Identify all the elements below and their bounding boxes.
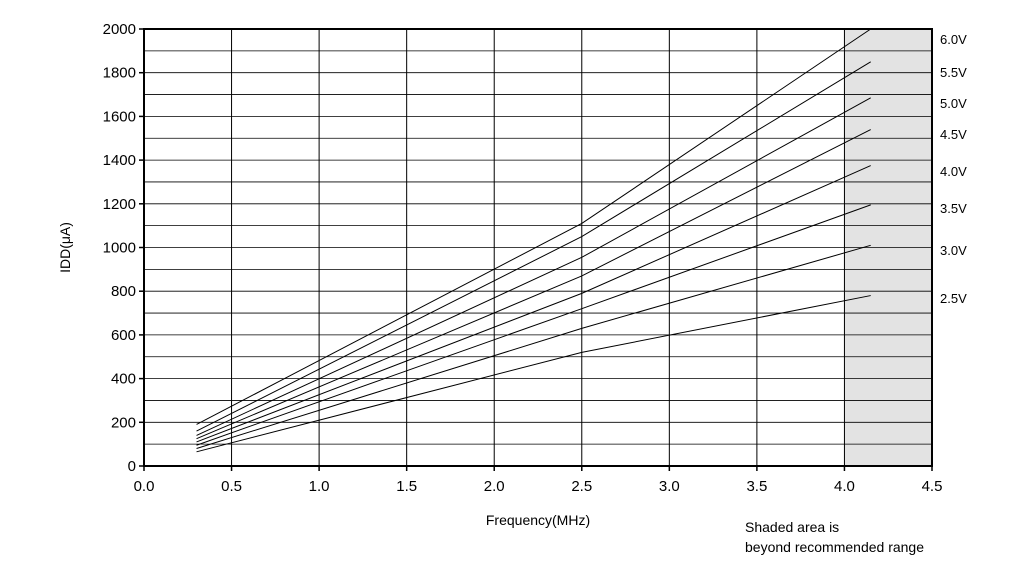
series-line-2-5v [196,295,871,453]
series-label-4-0v: 4.0V [940,164,967,179]
series-line-6-0v [196,28,871,425]
x-tick-label: 2.0 [484,478,505,495]
series-line-4-0v [196,165,871,443]
x-tick-label: 1.5 [396,478,417,495]
series-line-5-0v [196,97,871,436]
series-label-5-5v: 5.5V [940,65,967,80]
series-label-2-5v: 2.5V [940,291,967,306]
series-line-3-0v [196,244,871,449]
x-tick-label: 3.0 [659,478,680,495]
x-tick-label: 2.5 [571,478,592,495]
y-tick-label: 1600 [103,108,136,125]
y-tick-label: 400 [111,371,136,388]
series-label-3-0v: 3.0V [940,243,967,258]
series-label-4-5v: 4.5V [940,127,967,142]
series-line-5-5v [196,61,871,432]
series-label-6-0v: 6.0V [940,32,967,47]
x-tick-label: 3.5 [746,478,767,495]
series-line-4-5v [196,129,871,440]
y-tick-label: 1000 [103,240,136,257]
y-tick-label: 200 [111,414,136,431]
y-axis-label: IDD(μA) [57,222,73,273]
y-tick-label: 1800 [103,65,136,82]
x-tick-label: 1.0 [309,478,330,495]
y-tick-label: 0 [128,458,136,475]
y-tick-label: 600 [111,327,136,344]
y-tick-label: 1400 [103,152,136,169]
y-tick-label: 2000 [103,21,136,38]
shaded-area-note: Shaded area is [745,519,839,535]
series-line-3-5v [196,204,871,446]
shaded-area-note: beyond recommended range [745,539,924,555]
x-tick-label: 0.5 [221,478,242,495]
x-tick-label: 0.0 [134,478,155,495]
x-axis-label: Frequency(MHz) [486,512,590,528]
series-label-5-0v: 5.0V [940,96,967,111]
y-tick-label: 1200 [103,196,136,213]
y-tick-label: 800 [111,283,136,300]
series-label-3-5v: 3.5V [940,201,967,216]
x-tick-label: 4.0 [834,478,855,495]
x-tick-label: 4.5 [922,478,943,495]
